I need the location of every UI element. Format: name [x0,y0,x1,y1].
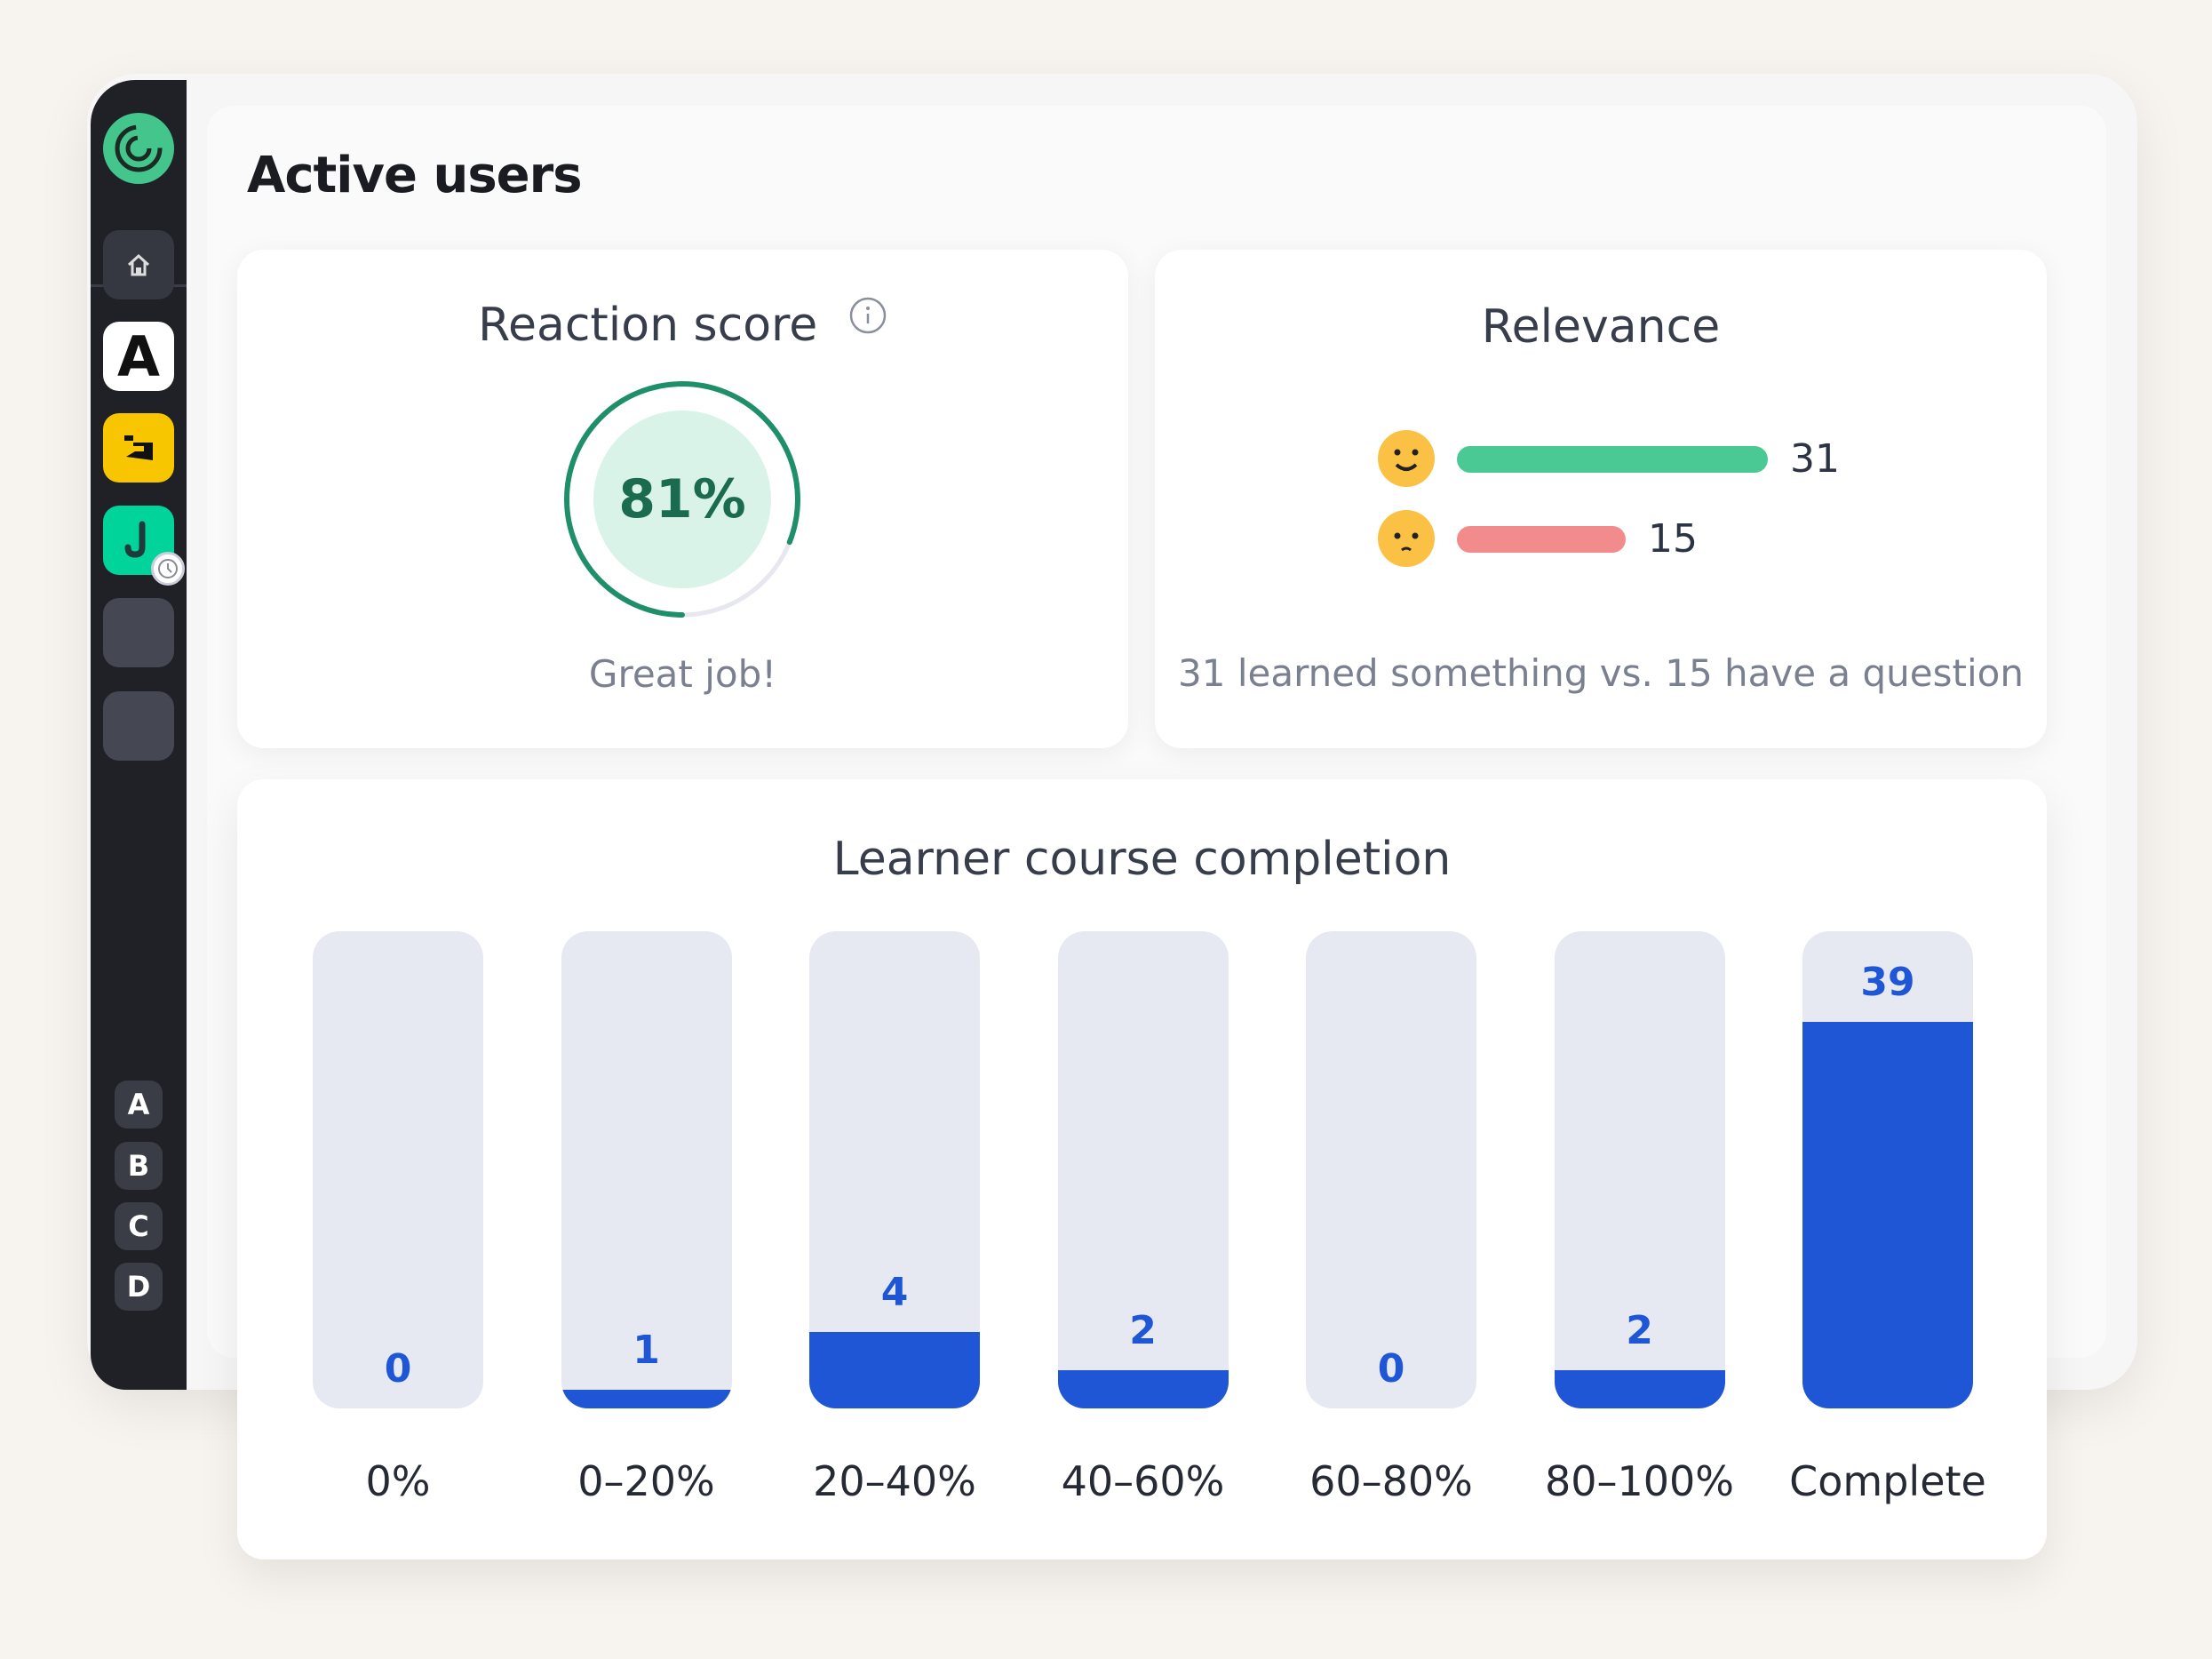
info-icon[interactable] [848,296,887,335]
relevance-positive-count: 31 [1790,436,1840,482]
bar-value-label: 2 [1129,1308,1157,1354]
relevance-negative-bar [1457,526,1626,553]
bar [1057,1370,1229,1408]
chart-title: Learner course completion [832,833,1452,886]
bar [1554,1370,1725,1408]
sidebar-letter-c[interactable]: C [115,1202,163,1250]
bar-track [1057,931,1229,1408]
relevance-caption: 31 learned something vs. 15 have a quest… [1178,651,2024,695]
category-label: 80–100% [1544,1457,1735,1505]
sidebar-app-placeholder[interactable] [103,598,174,667]
bar-value-label: 1 [633,1327,660,1373]
reaction-gauge-arc [564,381,800,618]
relevance-card: Relevance 31 15 31 learned something vs.… [1155,250,2047,748]
page-title: Active users [247,147,583,204]
sidebar-app-a[interactable]: A [103,322,174,391]
reaction-value: 81% [618,468,746,530]
sidebar: A A B C D [91,80,187,1390]
bar-track [809,931,980,1408]
sidebar-letter-d[interactable]: D [115,1263,163,1311]
sidebar-app-yellow[interactable] [103,413,174,483]
relevance-title: Relevance [1481,300,1721,354]
app-green-icon [124,521,146,558]
bar-track [1802,931,1973,1408]
reaction-caption: Great job! [588,652,777,696]
sidebar-app-placeholder[interactable] [103,691,174,761]
bar [809,1332,980,1408]
category-label: 40–60% [1061,1457,1225,1505]
logo-icon[interactable] [103,113,174,184]
reaction-gauge [564,381,800,618]
reaction-score-card: Reaction score 81% Great job! [237,250,1128,748]
bar-value-label: 39 [1860,960,1915,1006]
clock-badge-icon [151,552,185,586]
home-icon [127,253,150,276]
category-label: Complete [1789,1457,1986,1505]
category-label: 0% [365,1457,431,1505]
sidebar-letter-a[interactable]: A [115,1081,163,1129]
bar-track [1306,931,1476,1408]
bar-track [561,931,732,1408]
reaction-title: Reaction score [478,299,818,352]
sidebar-home-button[interactable] [103,230,174,299]
bar-value-label: 4 [880,1270,909,1316]
bar [561,1389,732,1408]
category-label: 60–80% [1309,1457,1473,1505]
confused-face-icon [1378,510,1435,567]
bar [1802,1022,1973,1408]
relevance-positive-bar [1457,446,1768,473]
category-label: 20–40% [813,1457,976,1505]
app-yellow-icon [124,435,153,460]
reaction-gauge-center [593,411,771,588]
bar-track [1554,931,1725,1408]
bar-track [313,931,483,1408]
sidebar-letter-b[interactable]: B [115,1142,163,1190]
category-label: 0–20% [577,1457,715,1505]
happy-face-icon [1378,430,1435,487]
bar-value-label: 2 [1626,1308,1653,1354]
bar-value-label: 0 [384,1346,412,1392]
relevance-negative-count: 15 [1648,516,1698,562]
bar-value-label: 0 [1377,1346,1405,1392]
